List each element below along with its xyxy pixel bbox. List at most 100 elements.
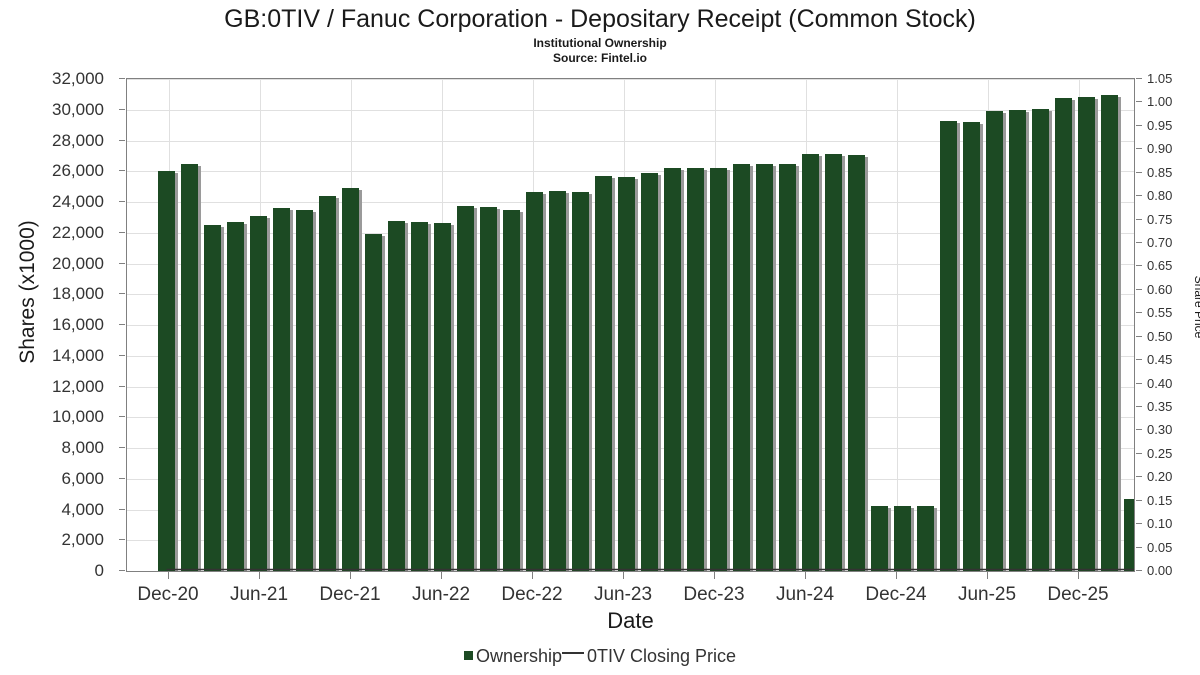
y2-axis-tick-mark [1136,359,1142,361]
y-axis-tick-mark [119,570,125,571]
y2-axis-tick-mark [1136,312,1142,314]
bar-shadow [520,211,523,571]
bar[interactable] [1078,97,1095,571]
bar[interactable] [158,171,175,571]
bar[interactable] [1124,498,1134,571]
bar[interactable] [549,191,566,571]
bar[interactable] [342,188,359,571]
y2-axis-tick-label: 0.20 [1147,469,1173,485]
y2-axis-tick-label: 0.55 [1147,305,1173,321]
bar[interactable] [365,233,382,571]
bar[interactable] [204,225,221,571]
bar-shadow [865,157,868,571]
line-marker-icon [561,651,584,654]
bar[interactable] [250,215,267,571]
y2-axis-title: Share Price [1192,275,1200,339]
bar-shadow [175,173,178,571]
y2-axis-tick-mark [1136,452,1142,454]
bar-shadow [750,166,753,571]
bar[interactable] [181,163,198,571]
bar[interactable] [319,195,336,571]
bar-shadow [934,507,937,571]
bar-shadow [1049,110,1052,571]
bar[interactable] [526,192,543,571]
bar[interactable] [687,168,704,571]
bar[interactable] [664,168,681,571]
x-axis-tick-label: Jun-22 [411,584,471,605]
bar[interactable] [227,222,244,571]
bar[interactable] [273,208,290,571]
bar[interactable] [480,206,497,571]
y2-axis-tick-label: 0.60 [1147,281,1173,297]
y-axis-left: 0 2,000 4,000 6,000 8,000 10,000 12,000 14,000 1… [0,70,125,579]
bar-shadow [1003,112,1006,571]
ownership-bars [127,79,1134,571]
bar[interactable] [756,163,773,571]
bar-shadow [405,223,408,571]
bar[interactable] [618,177,635,571]
bar[interactable] [595,175,612,571]
legend-item-ownership[interactable]: Ownership [463,645,562,667]
y-axis-tick-mark [119,477,125,479]
x-axis-tick-label: Dec-24 [865,584,927,605]
bar[interactable] [411,222,428,571]
x-axis-tick-mark [350,572,351,579]
bar[interactable] [825,154,842,571]
bar-shadow [957,123,960,571]
square-marker-icon [463,651,473,661]
y-axis-tick-label: 18,000 [52,284,104,304]
gridline [127,140,1134,142]
bar[interactable] [641,172,658,571]
bar[interactable] [848,155,865,571]
bar-shadow [336,197,339,571]
bar[interactable] [1101,95,1118,571]
bar[interactable] [457,205,474,571]
bar-shadow [911,507,914,571]
legend-item-price[interactable]: 0TIV Closing Price [561,645,736,667]
y2-axis-tick-label: 0.10 [1147,516,1173,532]
bar[interactable] [963,122,980,571]
y-axis-tick-label: 10,000 [52,407,104,427]
bar[interactable] [434,222,451,571]
bar[interactable] [503,209,520,571]
y-axis-tick-mark [119,293,125,295]
x-axis-tick-label: Jun-24 [775,584,835,605]
bar[interactable] [871,505,888,571]
y2-axis-tick-label: 0.50 [1147,328,1173,344]
bar[interactable] [733,164,750,571]
x-axis: Dec-20 Jun-21 Dec-21 Jun-22 Dec-22 Jun-23 Dec-… [126,572,1135,612]
x-axis-title: Date [607,608,654,633]
bar-shadow [543,194,546,571]
y-axis-tick-mark [119,262,125,264]
bar[interactable] [917,505,934,571]
bar-shadow [1072,100,1075,571]
bar-shadow [842,156,845,571]
y2-axis-tick-label: 0.45 [1147,352,1173,368]
bar[interactable] [1055,98,1072,571]
y2-axis-tick-mark [1136,499,1142,501]
y-axis-tick-label: 12,000 [52,376,104,396]
x-axis-tick-mark [623,572,624,579]
y-axis-tick-mark [119,324,125,325]
y2-axis-tick-label: 0.90 [1147,141,1173,157]
bar[interactable] [986,110,1003,571]
x-axis-tick-mark [714,572,715,579]
bar[interactable] [572,192,589,571]
y-axis-tick-label: 30,000 [52,99,104,119]
x-axis-tick-label: Dec-20 [137,584,199,605]
bar[interactable] [296,209,313,571]
legend-label-ownership: Ownership [475,646,562,667]
bar[interactable] [710,168,727,571]
bar[interactable] [1009,109,1026,571]
y2-axis-tick-mark [1136,148,1142,150]
bar[interactable] [388,221,405,571]
bar[interactable] [894,505,911,571]
bar[interactable] [779,164,796,571]
y2-axis-tick-mark [1136,476,1142,478]
bar[interactable] [802,154,819,571]
y-axis-tick-label: 26,000 [52,161,104,181]
bar[interactable] [1032,108,1049,571]
y2-axis-tick-mark [1136,171,1142,173]
bar[interactable] [940,121,957,571]
